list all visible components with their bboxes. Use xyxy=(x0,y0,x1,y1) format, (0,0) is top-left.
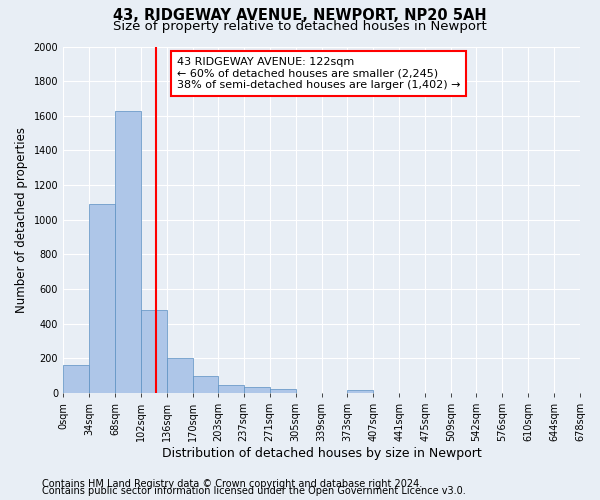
Bar xyxy=(193,376,218,393)
Bar xyxy=(141,310,167,393)
Bar xyxy=(269,389,296,393)
Bar xyxy=(63,366,89,393)
Bar xyxy=(218,385,244,393)
Bar xyxy=(244,387,269,393)
Text: Size of property relative to detached houses in Newport: Size of property relative to detached ho… xyxy=(113,20,487,33)
Text: Contains public sector information licensed under the Open Government Licence v3: Contains public sector information licen… xyxy=(42,486,466,496)
Text: 43, RIDGEWAY AVENUE, NEWPORT, NP20 5AH: 43, RIDGEWAY AVENUE, NEWPORT, NP20 5AH xyxy=(113,8,487,22)
Bar xyxy=(167,358,193,393)
Bar xyxy=(347,390,373,393)
Y-axis label: Number of detached properties: Number of detached properties xyxy=(15,127,28,313)
Text: 43 RIDGEWAY AVENUE: 122sqm
← 60% of detached houses are smaller (2,245)
38% of s: 43 RIDGEWAY AVENUE: 122sqm ← 60% of deta… xyxy=(177,57,460,90)
Bar xyxy=(115,110,141,393)
Bar xyxy=(89,204,115,393)
Text: Contains HM Land Registry data © Crown copyright and database right 2024.: Contains HM Land Registry data © Crown c… xyxy=(42,479,422,489)
X-axis label: Distribution of detached houses by size in Newport: Distribution of detached houses by size … xyxy=(161,447,481,460)
